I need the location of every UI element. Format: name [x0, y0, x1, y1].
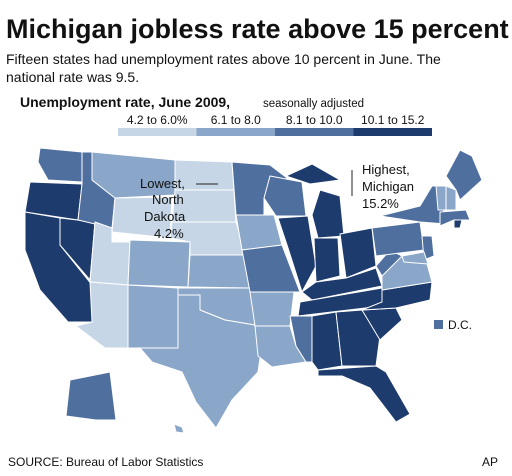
state	[249, 291, 295, 327]
legend-swatch	[275, 128, 354, 136]
subtitle: Fifteen states had unemployment rates ab…	[6, 51, 441, 67]
annotation: North	[152, 192, 184, 207]
state	[127, 239, 191, 288]
legend-note: seasonally adjusted	[263, 98, 364, 110]
credit: AP	[482, 455, 498, 469]
state	[317, 365, 411, 423]
legend: 4.2 to 6.0% 6.1 to 8.0 8.1 to 10.0 10.1 to …	[118, 113, 432, 136]
state	[173, 423, 185, 434]
state	[435, 185, 447, 211]
legend-title: Unemployment rate, June 2009,	[20, 94, 230, 110]
annotation: 4.2%	[154, 226, 184, 241]
annotation: Highest,	[362, 162, 410, 177]
state	[139, 294, 263, 429]
state	[335, 309, 381, 367]
state	[235, 214, 283, 251]
state	[313, 237, 341, 283]
legend-label: 10.1 to 15.2	[361, 113, 425, 127]
state	[453, 219, 463, 229]
legend-label: 4.2 to 6.0%	[127, 113, 188, 127]
state	[401, 251, 429, 265]
dc-label: D.C.	[448, 318, 472, 332]
state	[263, 175, 307, 217]
annotation-highest: Highest, Michigan 15.2%	[351, 162, 414, 211]
state	[285, 163, 341, 185]
legend-label: 8.1 to 10.0	[286, 113, 343, 127]
title: Michigan jobless rate above 15 percent	[6, 14, 509, 44]
source: SOURCE: Bureau of Labor Statistics	[8, 455, 203, 469]
state	[91, 151, 176, 199]
state	[241, 244, 301, 293]
map	[24, 147, 483, 434]
state	[289, 315, 313, 363]
subtitle: national rate was 9.5.	[6, 69, 139, 85]
state	[37, 147, 83, 183]
state	[311, 311, 343, 371]
legend-label: 6.1 to 8.0	[211, 113, 261, 127]
state	[127, 284, 179, 349]
state	[445, 185, 457, 211]
dc-swatch	[434, 320, 443, 329]
annotation-lowest: Lowest, North Dakota 4.2%	[140, 176, 218, 241]
state	[65, 371, 117, 421]
legend-swatch	[118, 128, 197, 136]
legend-swatch	[353, 128, 432, 136]
annotation: Michigan	[362, 179, 414, 194]
legend-swatch	[196, 128, 275, 136]
state	[277, 215, 317, 293]
annotation: 15.2%	[362, 196, 399, 211]
state	[187, 254, 251, 289]
state	[371, 221, 425, 257]
annotation: Dakota	[144, 209, 186, 224]
state	[311, 189, 345, 239]
annotation: Lowest,	[140, 176, 185, 191]
